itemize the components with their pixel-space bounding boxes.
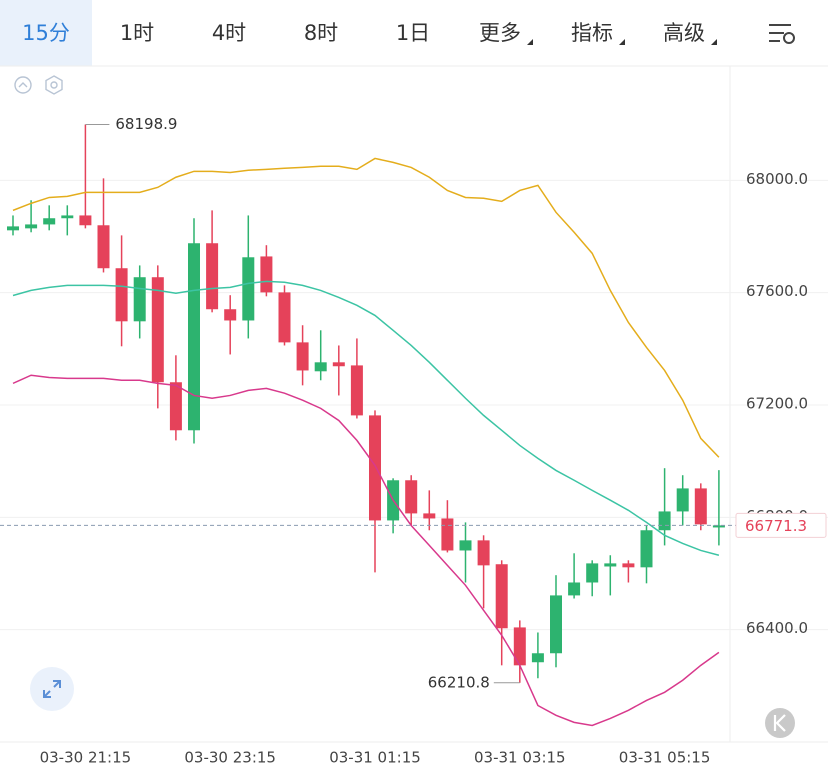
dropdown-caret	[527, 39, 533, 45]
candle-body	[604, 563, 617, 567]
candle-body	[61, 215, 74, 219]
candle-body	[550, 595, 562, 654]
tab[interactable]: 指标	[571, 21, 613, 45]
candle-body	[586, 563, 599, 583]
candle-body	[115, 268, 128, 322]
max-label: 68198.9	[115, 115, 177, 133]
y-tick-label: 67200.0	[746, 395, 808, 413]
tab-group: 15分 1时 4时 8时 1日 更多 指标 高级	[0, 0, 717, 66]
candle-body	[513, 627, 526, 666]
candle-body	[206, 243, 219, 310]
active-tab-bg	[0, 0, 92, 66]
candle-body	[7, 226, 19, 231]
x-tick-label: 03-30 21:15	[40, 749, 132, 767]
candle-body	[296, 342, 309, 371]
candle-body	[133, 277, 146, 322]
candle-body	[640, 530, 653, 568]
dropdown-caret	[711, 39, 717, 45]
tab[interactable]: 更多	[479, 21, 521, 45]
y-tick-label: 66400.0	[746, 619, 808, 637]
candle-body	[568, 582, 581, 596]
back-to-latest-button[interactable]	[765, 708, 795, 738]
candle-body	[169, 382, 182, 431]
collapse-icon[interactable]	[14, 76, 32, 94]
dropdown-caret	[619, 39, 625, 45]
candle-body	[459, 540, 472, 551]
tab[interactable]: 15分	[22, 21, 70, 45]
plot: 66400.066800.067200.067600.068000.003-30…	[0, 115, 828, 767]
candle-body	[658, 511, 671, 531]
indicator-line	[12, 374, 720, 727]
candle-body	[350, 365, 363, 416]
min-label: 66210.8	[428, 673, 490, 691]
tab[interactable]: 1时	[120, 21, 154, 45]
indicator-line	[12, 280, 720, 556]
candle-body	[188, 243, 200, 431]
candle-body	[423, 513, 436, 519]
candle-body	[495, 564, 508, 629]
candle-body	[622, 563, 635, 568]
candle-body	[369, 415, 381, 521]
candle-body	[405, 480, 418, 514]
candle-body	[441, 518, 454, 551]
candle-body	[151, 277, 164, 383]
candle-body	[25, 224, 38, 229]
x-tick-label: 03-31 05:15	[619, 749, 711, 767]
x-tick-label: 03-30 23:15	[184, 749, 276, 767]
candle-body	[79, 215, 92, 226]
indicator-line	[12, 157, 720, 458]
candle-body	[332, 362, 345, 367]
y-tick-label: 67600.0	[746, 282, 808, 300]
candle-body	[278, 292, 291, 343]
tab-bar	[0, 0, 828, 66]
x-tick-label: 03-31 03:15	[474, 749, 566, 767]
candle-body	[314, 362, 327, 372]
candle-body	[242, 257, 255, 321]
tab[interactable]: 1日	[396, 21, 430, 45]
candle-body	[97, 225, 110, 269]
candle-body	[676, 488, 689, 512]
candle-body	[477, 540, 490, 566]
candle-body	[531, 653, 544, 663]
x-tick-label: 03-31 01:15	[329, 749, 421, 767]
last-price-box	[735, 512, 827, 538]
chart-settings-icon[interactable]	[769, 24, 795, 44]
tab[interactable]: 高级	[663, 21, 705, 45]
tab[interactable]: 8时	[304, 21, 338, 45]
settings-hex-icon[interactable]	[45, 75, 63, 95]
y-tick-label: 68000.0	[746, 170, 808, 188]
candle-body	[224, 309, 237, 321]
candle-body	[260, 256, 273, 293]
fullscreen-button[interactable]	[30, 667, 74, 711]
last-price-label: 66771.3	[745, 517, 807, 535]
candle-body	[694, 488, 707, 525]
candle-body	[43, 218, 56, 225]
candle-body	[712, 525, 725, 528]
tab[interactable]: 4时	[212, 21, 246, 45]
